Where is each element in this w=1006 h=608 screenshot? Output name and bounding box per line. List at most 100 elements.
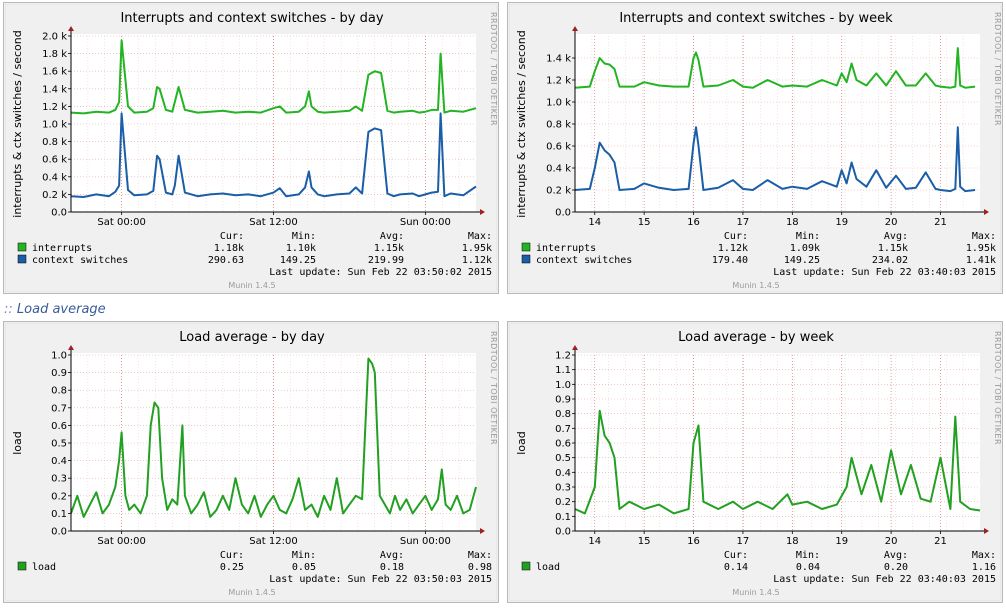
x-tick-label: 16 bbox=[687, 536, 700, 547]
y-tick-label: 0.0 bbox=[555, 527, 571, 538]
x-tick-label: 17 bbox=[737, 536, 750, 547]
y-tick-label: 0.4 k bbox=[546, 164, 571, 175]
legend-header: Cur: bbox=[220, 231, 244, 242]
legend-header: Min: bbox=[796, 550, 820, 561]
x-axis-arrow bbox=[984, 209, 989, 215]
legend-value: 1.15k bbox=[374, 243, 404, 254]
y-tick-label: 1.1 bbox=[555, 365, 571, 376]
watermark: RRDTOOL / TOBI OETIKER bbox=[489, 12, 498, 126]
legend-header: Min: bbox=[796, 231, 820, 242]
x-tick-label: Sun 00:00 bbox=[400, 536, 451, 547]
x-tick-label: 20 bbox=[885, 217, 898, 228]
legend-value: 1.09k bbox=[790, 243, 820, 254]
chart-interrupts-week: Interrupts and context switches - by wee… bbox=[515, 11, 1002, 290]
y-tick-label: 1.0 k bbox=[42, 120, 67, 131]
legend-swatch bbox=[521, 242, 531, 252]
legend-value: 1.12k bbox=[462, 255, 492, 266]
legend-value: 1.10k bbox=[286, 243, 316, 254]
y-axis-label: load bbox=[515, 431, 528, 455]
legend-value: 1.41k bbox=[966, 255, 996, 266]
x-tick-label: 19 bbox=[835, 536, 848, 547]
chart-title: Interrupts and context switches - by day bbox=[120, 11, 383, 26]
x-axis-arrow bbox=[480, 528, 485, 534]
y-tick-label: 0.7 bbox=[51, 403, 67, 414]
legend-swatch bbox=[521, 254, 531, 264]
legend-value: 290.63 bbox=[208, 255, 244, 266]
y-tick-label: 1.8 k bbox=[42, 49, 67, 60]
y-tick-label: 0.2 k bbox=[546, 186, 571, 197]
x-tick-label: 14 bbox=[588, 536, 601, 547]
last-update: Last update: Sun Feb 22 03:40:03 2015 bbox=[773, 267, 996, 278]
legend-value: 0.98 bbox=[468, 562, 492, 573]
footer-munin: Munin 1.4.5 bbox=[228, 281, 275, 290]
section-title-load-average[interactable]: :: Load average bbox=[4, 302, 106, 317]
y-tick-label: 0.2 k bbox=[42, 190, 67, 201]
chart-load-week: Load average - by week RRDTOOL / TOBI OET… bbox=[515, 330, 1002, 597]
legend-value: 0.18 bbox=[380, 562, 404, 573]
series-line-interrupts bbox=[70, 39, 477, 115]
legend-value: 149.25 bbox=[784, 255, 820, 266]
legend-value: 1.18k bbox=[214, 243, 244, 254]
legend-header: Max: bbox=[468, 231, 492, 242]
legend-label: load bbox=[536, 562, 560, 573]
x-axis-arrow bbox=[480, 209, 485, 215]
y-tick-label: 0.2 bbox=[51, 491, 67, 502]
section-title-text: Load average bbox=[16, 302, 106, 317]
x-tick-label: Sun 00:00 bbox=[400, 217, 451, 228]
x-tick-label: 15 bbox=[638, 536, 651, 547]
x-axis-arrow bbox=[984, 528, 989, 534]
y-tick-label: 0.3 bbox=[555, 483, 571, 494]
y-tick-label: 1.0 k bbox=[546, 98, 571, 109]
y-axis-label: interrupts & ctx switches / second bbox=[515, 30, 528, 217]
watermark: RRDTOOL / TOBI OETIKER bbox=[993, 12, 1002, 126]
legend-value: 0.20 bbox=[884, 562, 908, 573]
x-tick-label: 18 bbox=[786, 536, 799, 547]
y-tick-label: 0.6 k bbox=[546, 142, 571, 153]
legend-value: 179.40 bbox=[712, 255, 748, 266]
y-tick-label: 0.5 bbox=[51, 439, 67, 450]
series-line-load bbox=[70, 357, 477, 518]
chart-title: Load average - by week bbox=[678, 330, 834, 345]
legend-value: 1.12k bbox=[718, 243, 748, 254]
series-line-load bbox=[574, 409, 981, 515]
legend-value: 1.15k bbox=[878, 243, 908, 254]
legend-header: Avg: bbox=[380, 231, 404, 242]
x-tick-label: 18 bbox=[786, 217, 799, 228]
x-tick-label: Sat 00:00 bbox=[97, 217, 145, 228]
footer-munin: Munin 1.4.5 bbox=[732, 588, 779, 597]
legend-header: Max: bbox=[972, 550, 996, 561]
y-tick-label: 0.3 bbox=[51, 474, 67, 485]
legend-label: load bbox=[32, 562, 56, 573]
legend-header: Min: bbox=[292, 231, 316, 242]
y-axis-label: load bbox=[11, 431, 24, 455]
legend-value: 1.16 bbox=[972, 562, 996, 573]
legend-swatch bbox=[17, 254, 27, 264]
x-tick-label: 21 bbox=[934, 217, 947, 228]
legend-header: Cur: bbox=[724, 550, 748, 561]
legend-value: 219.99 bbox=[368, 255, 404, 266]
chart-title: Load average - by day bbox=[179, 330, 325, 345]
x-tick-label: Sat 12:00 bbox=[249, 217, 297, 228]
legend-swatch bbox=[17, 561, 27, 571]
legend-swatch bbox=[521, 561, 531, 571]
y-tick-label: 0.9 bbox=[51, 368, 67, 379]
y-axis-arrow bbox=[572, 26, 578, 31]
chart-interrupts-day: Interrupts and context switches - by day… bbox=[11, 11, 498, 290]
y-tick-label: 0.0 bbox=[51, 208, 67, 219]
x-tick-label: Sat 12:00 bbox=[249, 536, 297, 547]
y-tick-label: 0.6 bbox=[51, 421, 67, 432]
y-tick-label: 0.4 bbox=[555, 468, 571, 479]
watermark: RRDTOOL / TOBI OETIKER bbox=[489, 331, 498, 445]
y-tick-label: 0.1 bbox=[555, 512, 571, 523]
legend-header: Cur: bbox=[724, 231, 748, 242]
y-tick-label: 0.8 bbox=[51, 386, 67, 397]
x-tick-label: 20 bbox=[885, 536, 898, 547]
y-tick-label: 1.0 bbox=[51, 351, 67, 362]
y-tick-label: 1.4 k bbox=[42, 84, 67, 95]
y-tick-label: 0.8 bbox=[555, 409, 571, 420]
x-tick-label: Sat 00:00 bbox=[97, 536, 145, 547]
y-tick-label: 2.0 k bbox=[42, 32, 67, 43]
last-update: Last update: Sun Feb 22 03:40:03 2015 bbox=[773, 574, 996, 585]
legend-value: 1.95k bbox=[462, 243, 492, 254]
legend-value: 149.25 bbox=[280, 255, 316, 266]
